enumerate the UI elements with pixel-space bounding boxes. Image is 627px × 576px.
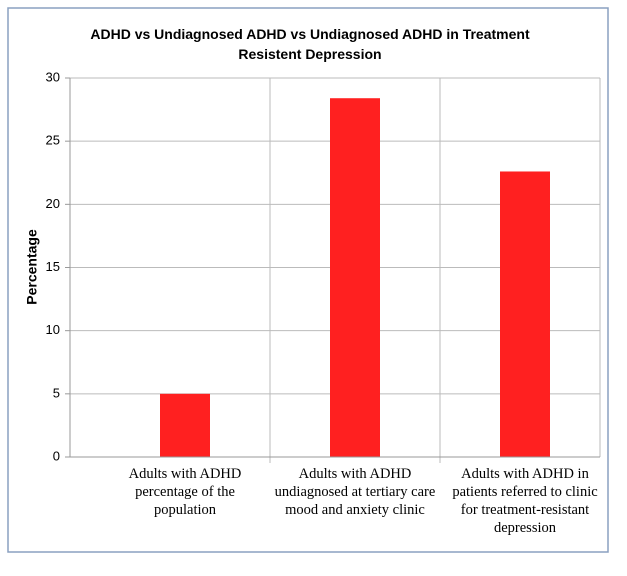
x-tick-label: Adults with ADHD percentage of the popul… [128, 466, 242, 518]
y-tick-label: 30 [46, 69, 60, 84]
x-tick-label: Adults with ADHD undiagnosed at tertiary… [274, 466, 436, 518]
x-tick-label-box: Adults with ADHD in patients referred to… [452, 466, 598, 536]
y-tick-label: 0 [53, 448, 60, 463]
y-tick-label: 5 [53, 385, 60, 400]
x-tick-label-box: Adults with ADHD percentage of the popul… [128, 466, 242, 518]
bar [160, 393, 210, 457]
x-tick-label-box: Adults with ADHD undiagnosed at tertiary… [274, 466, 436, 518]
y-tick-label: 20 [46, 196, 60, 211]
x-tick-label: Adults with ADHD in patients referred to… [452, 466, 598, 536]
chart-title: ADHD vs Undiagnosed ADHD vs Undiagnosed … [90, 26, 530, 62]
title-box: ADHD vs Undiagnosed ADHD vs Undiagnosed … [90, 26, 530, 62]
y-axis-label: Percentage [24, 229, 40, 305]
bar [330, 98, 380, 458]
bar [500, 171, 550, 457]
y-tick-label: 10 [46, 322, 60, 337]
y-tick-label: 15 [46, 259, 60, 274]
y-tick-label: 25 [46, 133, 60, 148]
